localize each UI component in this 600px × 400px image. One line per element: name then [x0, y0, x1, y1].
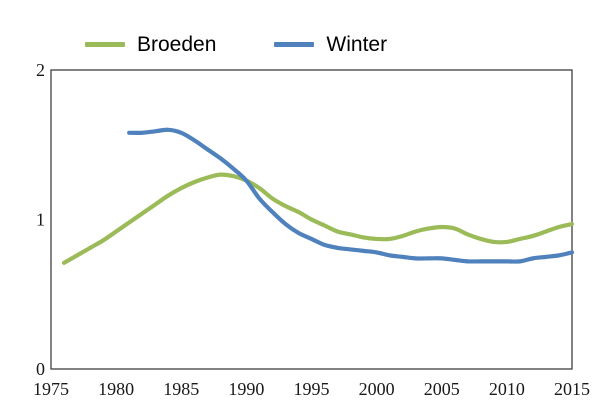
broeden-line-swatch [85, 42, 125, 47]
legend-label-broeden: Broeden [137, 33, 217, 56]
x-tick-label: 1995 [294, 379, 330, 399]
x-tick-label: 1990 [228, 379, 264, 399]
line-winter [127, 127, 575, 264]
y-tick-label: 1 [36, 210, 45, 230]
x-tick-label: 2000 [359, 379, 395, 399]
legend-item-broeden: Broeden [85, 34, 216, 55]
x-tick-label: 2005 [424, 379, 460, 399]
x-tick-label: 2010 [489, 379, 525, 399]
winter-line-swatch [274, 42, 315, 47]
line-broeden [61, 172, 575, 265]
plot-border [50, 69, 573, 370]
x-tick-label: 2015 [554, 379, 590, 399]
x-tick-label: 1975 [33, 379, 69, 399]
x-tick-label: 1985 [163, 379, 199, 399]
legend-label-winter: Winter [326, 33, 388, 56]
legend-item-winter: Winter [274, 34, 387, 55]
y-tick-label: 0 [36, 359, 45, 379]
x-tick-label: 1980 [98, 379, 134, 399]
y-tick-label: 2 [36, 60, 45, 80]
chart-legend: Broeden Winter [85, 34, 387, 55]
